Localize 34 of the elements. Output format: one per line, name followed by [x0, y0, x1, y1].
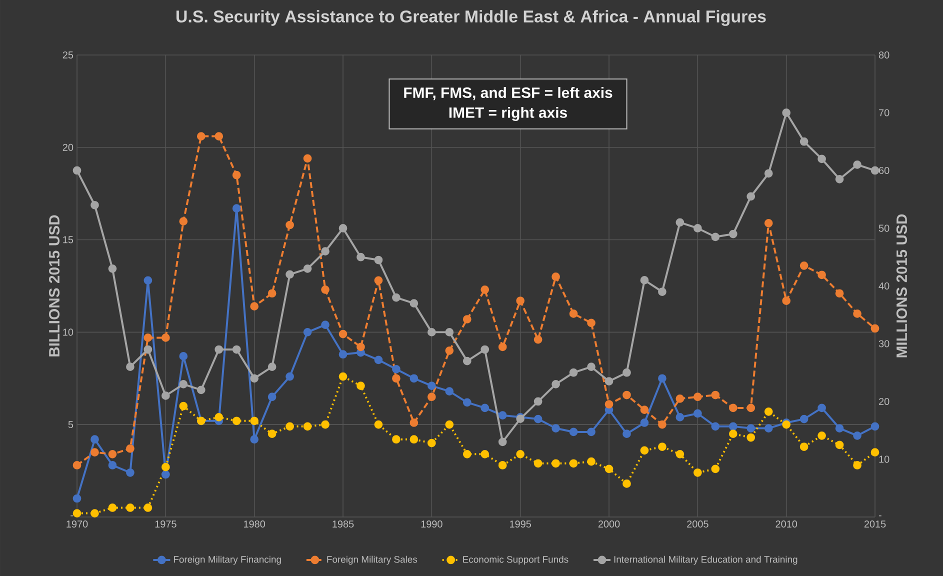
x-tick-label: 1975	[155, 520, 176, 528]
x-tick-label: 2005	[687, 520, 708, 528]
y2-tick-label: 80	[878, 51, 890, 59]
annotation: IMET = right axis	[449, 106, 567, 121]
y2-tick-label: -	[878, 515, 882, 516]
y2-tick-label: 20	[879, 398, 890, 406]
y-tick-label: 25	[62, 51, 74, 59]
legend-label: Foreign Military Sales	[327, 556, 418, 565]
chart-title: U.S. Security Assistance to Greater Middle East & Africa - Annual Figures	[176, 10, 766, 26]
legend-label: International Military Education and Training	[614, 556, 798, 565]
y2-tick-label: 60	[879, 166, 890, 174]
y2-tick-label: 10	[879, 456, 890, 463]
y-tick-label: 15	[63, 236, 74, 244]
x-tick-label: 2010	[776, 520, 798, 528]
x-tick-label: 2000	[598, 520, 620, 528]
y-tick-label: 20	[62, 144, 74, 151]
y2-tick-label: 70	[879, 109, 890, 116]
y-tick-label: 5	[68, 421, 74, 428]
y-tick-label: -	[70, 515, 74, 516]
y2-tick-label: 30	[878, 340, 890, 348]
y-axis-title: BILLIONS 2015 USD	[48, 215, 60, 356]
x-tick-label: 1990	[421, 520, 442, 528]
x-tick-label: 1970	[66, 520, 88, 528]
x-tick-label: 1980	[244, 520, 266, 528]
x-tick-label: 1995	[510, 520, 531, 528]
y2-tick-label: 50	[878, 224, 890, 232]
y2-tick-label: 40	[878, 282, 890, 290]
x-tick-label: 2015	[864, 520, 886, 528]
legend-label: Economic Support Funds	[463, 556, 568, 565]
y2-axis-title: MILLIONS 2015 USD	[896, 214, 908, 358]
legend-label: Foreign Military Financing	[174, 556, 281, 565]
annotation: FMF, FMS, and ESF = left axis	[404, 87, 612, 100]
y-tick-label: 10	[63, 328, 74, 336]
x-tick-label: 1985	[332, 520, 354, 528]
